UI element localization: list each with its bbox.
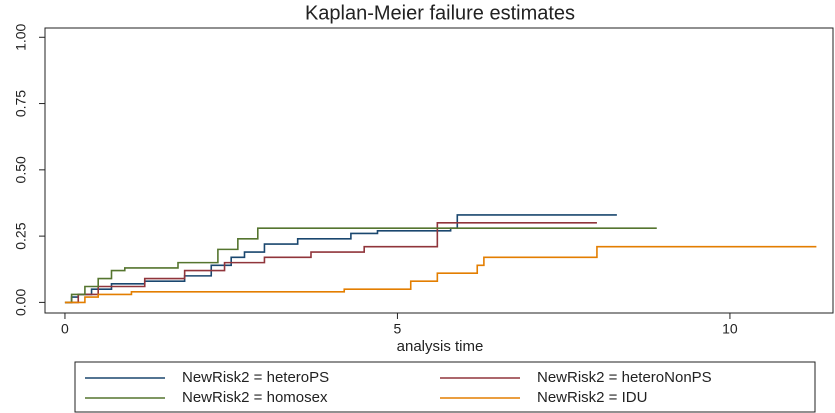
x-tick-label: 0	[61, 321, 69, 337]
y-tick-label: 0.75	[13, 90, 29, 117]
km-curve	[64, 245, 817, 304]
y-tick-label: 1.00	[13, 23, 29, 50]
km-curve	[64, 214, 617, 304]
legend-label: NewRisk2 = heteroNonPS	[537, 369, 712, 386]
legend-box	[74, 361, 816, 413]
x-tick-label: 5	[394, 321, 402, 337]
legend-label: NewRisk2 = homosex	[182, 389, 328, 406]
y-tick-label: 0.00	[13, 289, 29, 316]
y-tick-label: 0.50	[13, 156, 29, 183]
plot-area	[44, 27, 834, 314]
x-tick-label: 10	[722, 321, 738, 337]
chart-title: Kaplan-Meier failure estimates	[305, 2, 575, 24]
x-axis-label: analysis time	[397, 338, 484, 355]
km-curve	[64, 227, 657, 304]
legend-label: NewRisk2 = IDU	[537, 389, 647, 406]
legend-label: NewRisk2 = heteroPS	[182, 369, 329, 386]
y-tick-label: 0.25	[13, 222, 29, 249]
km-curve	[64, 222, 597, 304]
